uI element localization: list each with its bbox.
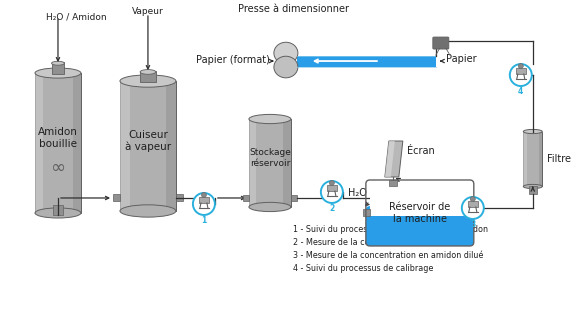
Ellipse shape (35, 68, 81, 78)
Text: Cuiseur
à vapeur: Cuiseur à vapeur (125, 130, 171, 152)
FancyBboxPatch shape (249, 119, 256, 207)
Ellipse shape (120, 205, 176, 217)
Text: 3 - Mesure de la concentration en amidon dilué: 3 - Mesure de la concentration en amidon… (293, 251, 483, 260)
Text: 4 - Suivi du processus de calibrage: 4 - Suivi du processus de calibrage (293, 264, 433, 273)
Ellipse shape (35, 208, 81, 218)
Text: 4: 4 (518, 87, 524, 96)
FancyBboxPatch shape (199, 197, 209, 203)
FancyBboxPatch shape (53, 205, 63, 215)
Text: 2: 2 (329, 204, 335, 213)
FancyBboxPatch shape (113, 194, 120, 201)
Ellipse shape (274, 56, 298, 78)
Text: Réservoir de
la machine: Réservoir de la machine (389, 202, 450, 224)
FancyBboxPatch shape (327, 185, 336, 191)
FancyBboxPatch shape (283, 119, 291, 207)
FancyBboxPatch shape (120, 81, 176, 211)
FancyBboxPatch shape (366, 206, 474, 246)
Text: 2 - Mesure de la concentration en amidon: 2 - Mesure de la concentration en amidon (293, 238, 461, 247)
FancyBboxPatch shape (433, 37, 449, 49)
Polygon shape (385, 141, 403, 177)
FancyBboxPatch shape (363, 210, 370, 216)
FancyBboxPatch shape (470, 210, 477, 216)
Text: Papier (format): Papier (format) (196, 55, 270, 65)
Text: Papier: Papier (446, 54, 476, 64)
Circle shape (462, 197, 484, 219)
Ellipse shape (249, 202, 291, 211)
FancyBboxPatch shape (539, 132, 542, 187)
FancyBboxPatch shape (249, 119, 291, 207)
Ellipse shape (140, 70, 156, 74)
Circle shape (321, 181, 343, 203)
FancyBboxPatch shape (529, 187, 537, 194)
FancyBboxPatch shape (51, 62, 65, 74)
Polygon shape (385, 141, 395, 177)
Circle shape (329, 180, 334, 185)
Ellipse shape (120, 75, 176, 87)
FancyBboxPatch shape (370, 184, 470, 216)
Text: 1 - Suivi du processus après cuisson de l'amidon: 1 - Suivi du processus après cuisson de … (293, 225, 488, 234)
Circle shape (518, 63, 523, 68)
Circle shape (202, 193, 206, 197)
Ellipse shape (249, 114, 291, 124)
FancyBboxPatch shape (523, 132, 542, 187)
FancyBboxPatch shape (35, 73, 43, 213)
FancyBboxPatch shape (523, 132, 526, 187)
Ellipse shape (274, 42, 298, 64)
Ellipse shape (523, 184, 542, 188)
FancyBboxPatch shape (73, 73, 81, 213)
FancyBboxPatch shape (166, 81, 176, 211)
Text: 3: 3 (470, 220, 475, 229)
FancyBboxPatch shape (140, 71, 156, 82)
FancyBboxPatch shape (176, 194, 183, 201)
FancyBboxPatch shape (468, 201, 478, 207)
FancyBboxPatch shape (516, 68, 525, 74)
FancyBboxPatch shape (291, 195, 297, 201)
Text: H₂O: H₂O (348, 188, 367, 198)
Text: Filtre: Filtre (547, 154, 571, 164)
FancyBboxPatch shape (120, 81, 130, 211)
Text: H₂O / Amidon: H₂O / Amidon (46, 12, 107, 21)
Ellipse shape (51, 61, 65, 65)
Circle shape (193, 193, 215, 215)
Circle shape (510, 64, 532, 86)
FancyBboxPatch shape (389, 180, 397, 186)
Circle shape (471, 197, 475, 202)
Ellipse shape (523, 129, 542, 134)
Text: 1: 1 (201, 216, 207, 225)
Text: Presse à dimensionner: Presse à dimensionner (238, 4, 350, 14)
Text: Stockage
réservoir: Stockage réservoir (249, 148, 291, 168)
FancyBboxPatch shape (297, 56, 436, 67)
FancyBboxPatch shape (35, 73, 81, 213)
FancyBboxPatch shape (243, 195, 249, 201)
Text: Amidon
bouillie: Amidon bouillie (38, 127, 78, 149)
Text: ∞: ∞ (51, 159, 66, 177)
Text: Écran: Écran (407, 146, 434, 156)
Text: Vapeur: Vapeur (132, 7, 164, 16)
